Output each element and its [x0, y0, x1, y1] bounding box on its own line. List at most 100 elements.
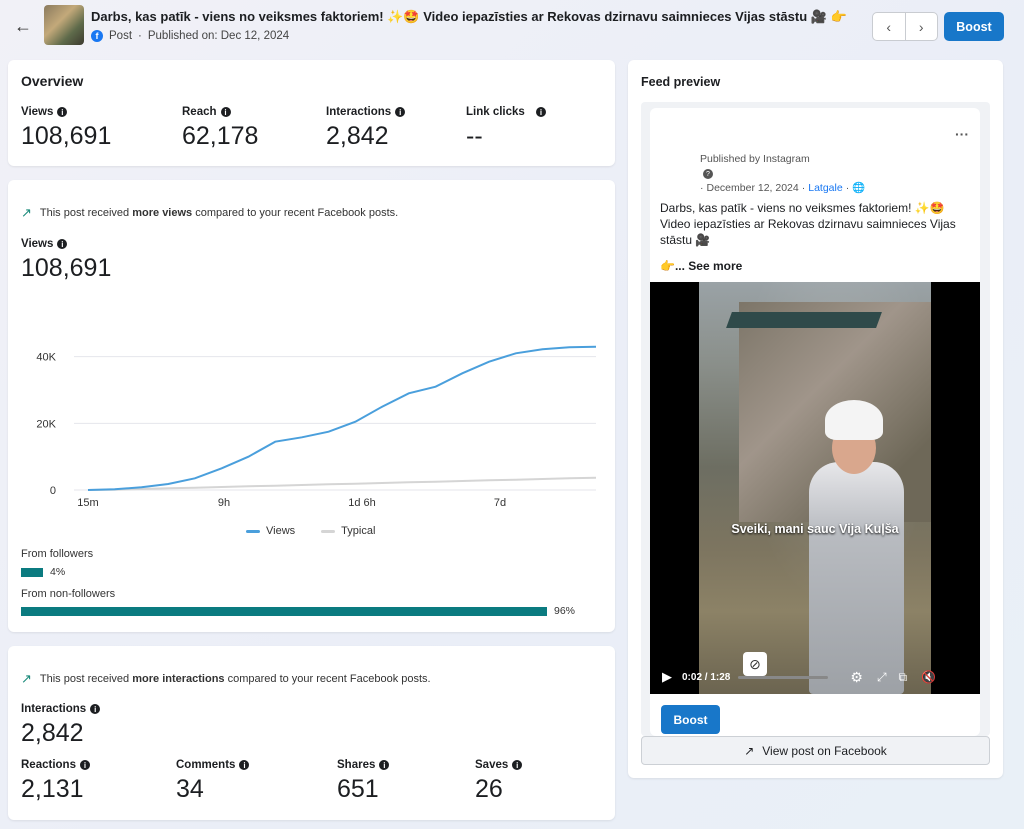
- trending-up-icon: ↗: [21, 205, 32, 220]
- note-text: This post received: [39, 207, 133, 219]
- metric-interactions: Interactions i 2,842: [326, 106, 406, 151]
- info-icon[interactable]: i: [57, 107, 68, 117]
- metric-value: --: [466, 122, 483, 150]
- x-tick-label: 9h: [218, 497, 230, 509]
- views-metric: Views i 108,691: [21, 238, 111, 283]
- video-time: 0:02 / 1:28: [682, 671, 731, 683]
- overview-card: Overview Views i 108,691 Reach i 62,178 In…: [8, 60, 615, 166]
- views-line-chart: 0 20K 40K 15m 9h 1d 6h 7d: [36, 345, 597, 509]
- post-subtitle: f Post · Published on: Dec 12, 2024: [91, 30, 289, 42]
- boost-button[interactable]: Boost: [944, 12, 1004, 41]
- view-post-button[interactable]: ↗ View post on Facebook: [641, 736, 990, 765]
- video-subtitle: Sveiki, mani sauc Vija Kuļša: [731, 522, 899, 536]
- more-options-icon[interactable]: ···: [955, 126, 969, 142]
- info-icon[interactable]: i: [379, 760, 390, 770]
- metric-value: 26: [475, 775, 503, 803]
- y-tick-label: 0: [50, 485, 56, 497]
- info-icon[interactable]: i: [220, 107, 231, 117]
- legend-views[interactable]: Views: [246, 525, 295, 537]
- views-card: ↗ This post received more views compared…: [8, 180, 615, 632]
- metric-value: 2,842: [21, 719, 84, 747]
- fullscreen-icon[interactable]: ⤢: [876, 669, 887, 684]
- nonfollowers-bar-row: 96%: [21, 605, 575, 617]
- note-text: compared to your recent Facebook posts.: [192, 207, 399, 219]
- see-more-link[interactable]: 👉... See more: [660, 259, 743, 273]
- interactions-trend-note: ↗ This post received more interactions c…: [21, 671, 431, 687]
- info-icon[interactable]: i: [57, 239, 68, 249]
- published-by: Published by Instagram: [700, 153, 810, 165]
- metric-label: Interactions: [21, 703, 87, 715]
- legend-typical[interactable]: Typical: [321, 525, 375, 537]
- location-link[interactable]: Latgale: [808, 181, 843, 194]
- chart-legend: Views Typical: [246, 525, 375, 537]
- facebook-icon: f: [91, 30, 103, 42]
- previous-post-button[interactable]: ‹: [873, 13, 906, 40]
- metric-value: 108,691: [21, 254, 112, 282]
- metric-reactions: Reactions i 2,131: [21, 759, 90, 804]
- question-icon[interactable]: ?: [703, 169, 713, 179]
- followers-bar: [21, 567, 43, 577]
- note-text: compared to your recent Facebook posts.: [224, 673, 431, 685]
- metric-value: 108,691: [21, 122, 112, 150]
- video-frame: [699, 282, 931, 694]
- views-trend-note: ↗ This post received more views compared…: [21, 205, 398, 221]
- overview-title: Overview: [21, 73, 84, 89]
- metric-comments: Comments i 34: [176, 759, 250, 804]
- followers-label: From followers: [21, 548, 94, 560]
- x-tick-label: 1d 6h: [348, 497, 376, 509]
- series-line-typical: [87, 476, 597, 491]
- preview-frame: ··· Published by Instagram ? · December 1…: [641, 102, 990, 736]
- nonfollowers-percent: 96%: [554, 605, 576, 617]
- video-player[interactable]: Sveiki, mani sauc Vija Kuļša ⊘ ▶ 0:02 / …: [650, 282, 980, 694]
- metric-label: Shares: [337, 759, 376, 771]
- interactions-card: ↗ This post received more interactions c…: [8, 646, 615, 820]
- nonfollowers-bar: [21, 606, 547, 616]
- info-icon[interactable]: i: [90, 704, 101, 714]
- post-navigation: ‹ ›: [872, 12, 938, 41]
- back-arrow-icon[interactable]: ←: [14, 16, 32, 36]
- series-line-views: [87, 345, 597, 491]
- post-meta: · December 12, 2024 · Latgale · 🌐: [700, 181, 866, 195]
- y-tick-label: 40K: [36, 352, 56, 364]
- x-tick-label: 7d: [494, 497, 506, 509]
- metric-reach: Reach i 62,178: [182, 106, 258, 151]
- info-icon[interactable]: i: [395, 107, 406, 117]
- metric-label: Reach: [182, 106, 217, 118]
- trending-up-icon: ↗: [21, 671, 32, 686]
- followers-percent: 4%: [50, 566, 66, 578]
- info-icon[interactable]: i: [239, 760, 250, 770]
- facebook-post: ··· Published by Instagram ? · December 1…: [650, 108, 980, 736]
- external-link-icon: ↗: [744, 743, 755, 758]
- nonfollowers-label: From non-followers: [21, 588, 116, 600]
- pip-icon[interactable]: ⧉: [898, 669, 908, 684]
- settings-icon[interactable]: ⚙: [850, 668, 863, 685]
- metric-value: 34: [176, 775, 204, 803]
- metric-shares: Shares i 651: [337, 759, 390, 804]
- published-date: Published on: Dec 12, 2024: [147, 30, 290, 42]
- metric-value: 2,842: [326, 122, 389, 150]
- separator: ·: [138, 30, 142, 42]
- post-thumbnail: [44, 5, 84, 45]
- metric-value: 62,178: [182, 122, 259, 150]
- metric-label: Views: [21, 106, 54, 118]
- feed-preview-card: Feed preview ··· Published by Instagram …: [628, 60, 1003, 778]
- info-icon[interactable]: i: [512, 760, 523, 770]
- next-post-button[interactable]: ›: [918, 18, 924, 35]
- metric-label: Reactions: [21, 759, 76, 771]
- metric-saves: Saves i 26: [475, 759, 523, 804]
- x-tick-label: 15m: [77, 497, 98, 509]
- no-entry-icon[interactable]: ⊘: [743, 652, 767, 676]
- info-icon[interactable]: i: [79, 760, 90, 770]
- metric-label: Saves: [475, 759, 509, 771]
- note-text: This post received: [39, 673, 133, 685]
- interactions-metric: Interactions i 2,842: [21, 703, 101, 748]
- metric-link-clicks: Link clicks i --: [466, 106, 547, 151]
- post-date: December 12, 2024: [706, 181, 799, 194]
- metric-views: Views i 108,691: [21, 106, 111, 151]
- info-icon[interactable]: i: [536, 107, 547, 117]
- mute-icon[interactable]: 🔇: [921, 670, 937, 684]
- play-icon[interactable]: ▶: [662, 669, 672, 684]
- video-progress[interactable]: [738, 675, 829, 679]
- post-caption: Darbs, kas patīk - viens no veiksmes fak…: [660, 201, 956, 247]
- preview-boost-button[interactable]: Boost: [661, 705, 720, 734]
